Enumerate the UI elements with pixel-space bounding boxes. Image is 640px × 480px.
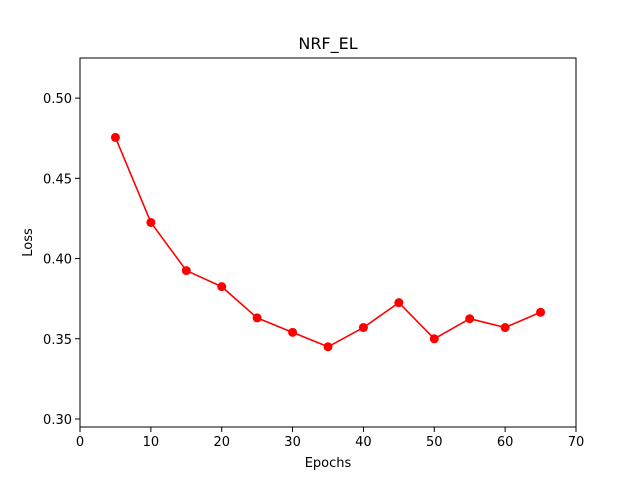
data-point — [429, 334, 439, 344]
data-point — [500, 323, 510, 333]
series-layer — [110, 132, 546, 352]
x-tick-label: 70 — [568, 435, 585, 450]
data-point — [110, 132, 120, 142]
data-point — [181, 266, 191, 276]
y-axis: 0.30 0.35 0.40 0.45 0.50 — [43, 92, 80, 428]
plot-frame — [79, 57, 577, 428]
data-point — [358, 323, 368, 333]
data-point — [394, 298, 404, 308]
data-point — [217, 282, 227, 292]
x-tick-label: 30 — [284, 435, 301, 450]
x-tick-label: 50 — [426, 435, 443, 450]
x-tick-label: 40 — [355, 435, 372, 450]
data-point — [465, 314, 475, 324]
y-tick-label: 0.35 — [43, 333, 72, 348]
x-axis-label: Epochs — [305, 456, 352, 471]
y-tick-label: 0.50 — [43, 92, 72, 107]
y-tick-label: 0.45 — [43, 172, 72, 187]
x-tick-label: 60 — [497, 435, 514, 450]
x-tick-label: 0 — [76, 435, 84, 450]
data-point — [323, 342, 333, 352]
y-tick-label: 0.30 — [43, 413, 72, 428]
y-tick-label: 0.40 — [43, 253, 72, 268]
y-axis-label: Loss — [21, 228, 36, 257]
chart-title: NRF_EL — [298, 34, 357, 54]
data-point — [288, 327, 298, 337]
data-point — [146, 217, 156, 227]
data-point — [252, 313, 262, 323]
x-axis: 0 10 20 30 40 50 60 70 — [76, 427, 584, 450]
x-tick-label: 10 — [143, 435, 160, 450]
data-point — [536, 307, 546, 317]
x-tick-label: 20 — [213, 435, 230, 450]
